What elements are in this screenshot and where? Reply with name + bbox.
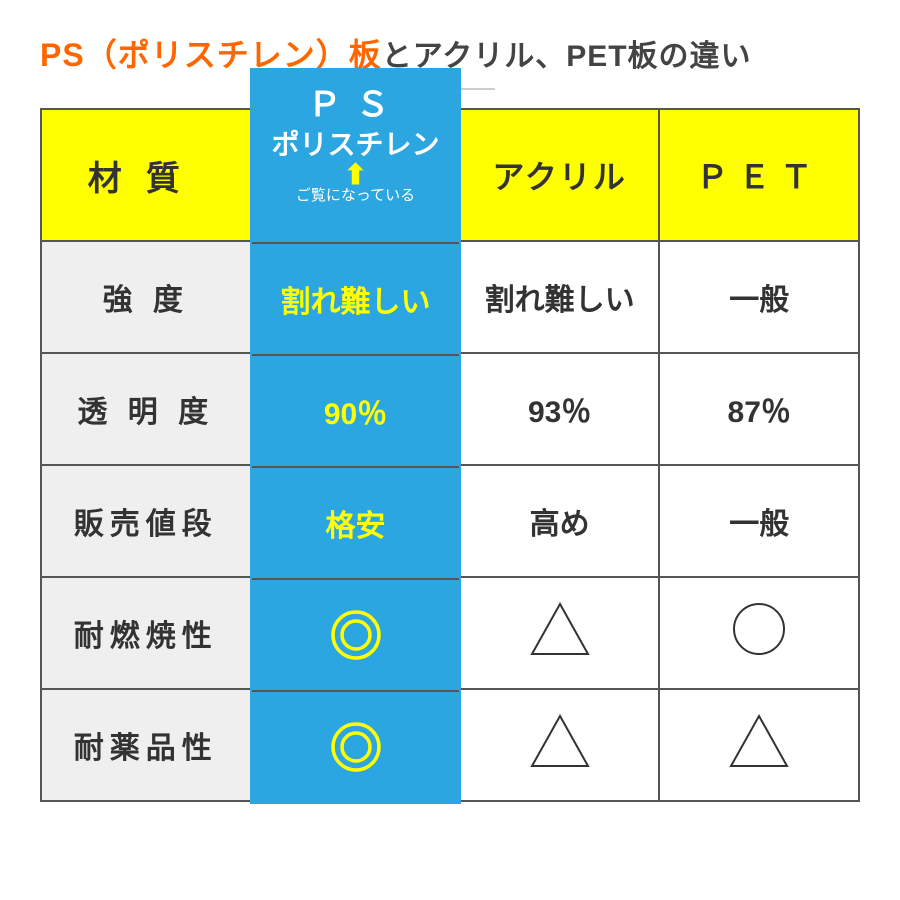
double-circle-icon [330, 721, 382, 773]
cell-pet-chemical [659, 689, 859, 801]
triangle-icon [727, 712, 791, 770]
header-acryl: アクリル [460, 109, 660, 241]
row-label-price: 販売値段 [41, 465, 251, 577]
double-circle-icon [330, 609, 382, 661]
header-pet: ＰＥＴ [659, 109, 859, 241]
circle-icon [727, 600, 791, 658]
cell-acryl-chemical [460, 689, 660, 801]
row-label-transparency: 透 明 度 [41, 353, 251, 465]
triangle-icon [528, 712, 592, 770]
cell-pet-flammability [659, 577, 859, 689]
row-label-strength: 強 度 [41, 241, 251, 353]
cell-acryl-transparency: 93％ [460, 353, 660, 465]
ps-cell-price: 格安 [252, 466, 459, 578]
ps-cell-strength: 割れ難しい [252, 242, 459, 354]
row-label-chemical: 耐薬品性 [41, 689, 251, 801]
header-ps-placeholder [251, 109, 460, 241]
triangle-icon [528, 600, 592, 658]
cell-acryl-flammability [460, 577, 660, 689]
cell-pet-transparency: 87％ [659, 353, 859, 465]
cell-pet-strength: 一般 [659, 241, 859, 353]
header-material: 材質 [41, 109, 251, 241]
ps-cell-flammability [252, 578, 459, 690]
row-label-flammability: 耐燃焼性 [41, 577, 251, 689]
cell-acryl-price: 高め [460, 465, 660, 577]
table-header-row: 材質 アクリル ＰＥＴ [41, 109, 859, 241]
ps-cell-transparency: 90％ [252, 354, 459, 466]
ps-cell-chemical [252, 690, 459, 802]
cell-pet-price: 一般 [659, 465, 859, 577]
comparison-table-wrap: ＰＳ ポリスチレン ⬆ ご覧になっている 割れ難しい 90％ 格安 材質 アクリ… [40, 108, 860, 802]
cell-acryl-strength: 割れ難しい [460, 241, 660, 353]
